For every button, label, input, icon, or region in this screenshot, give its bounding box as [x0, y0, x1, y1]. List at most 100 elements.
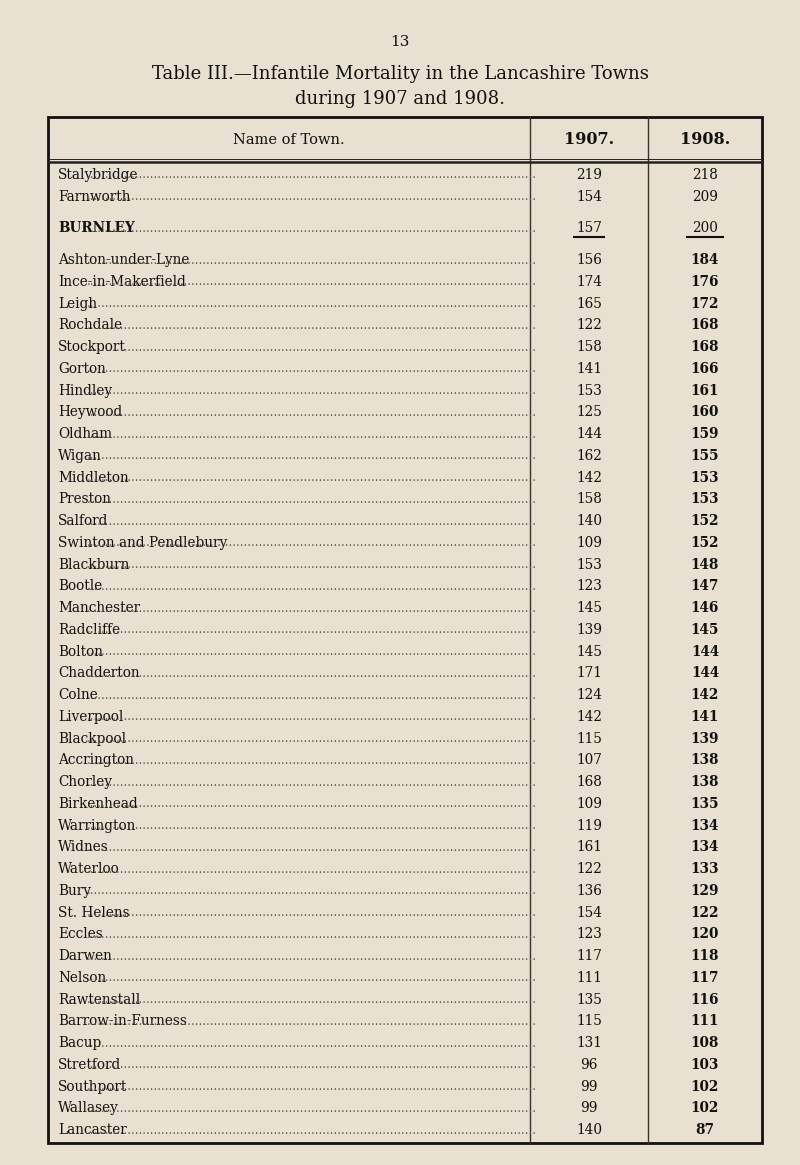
- Text: ................................................................................: ........................................…: [86, 972, 537, 984]
- Text: 136: 136: [576, 884, 602, 898]
- Text: Blackburn: Blackburn: [58, 558, 130, 572]
- Text: Radcliffe: Radcliffe: [58, 623, 120, 637]
- Text: 142: 142: [691, 689, 719, 702]
- Text: Southport: Southport: [58, 1080, 127, 1094]
- Text: ................................................................................: ........................................…: [86, 428, 537, 440]
- Text: 140: 140: [576, 1123, 602, 1137]
- Text: Colne: Colne: [58, 689, 98, 702]
- Text: 153: 153: [690, 493, 719, 507]
- Text: Wigan: Wigan: [58, 449, 102, 463]
- Text: ................................................................................: ........................................…: [86, 754, 537, 767]
- Text: Bolton: Bolton: [58, 644, 103, 658]
- Text: ................................................................................: ........................................…: [86, 362, 537, 375]
- Text: 156: 156: [576, 253, 602, 267]
- Text: 168: 168: [690, 340, 719, 354]
- Text: ................................................................................: ........................................…: [86, 1015, 537, 1028]
- Text: 141: 141: [691, 709, 719, 723]
- Text: 161: 161: [576, 840, 602, 854]
- Text: 200: 200: [692, 221, 718, 235]
- Text: 162: 162: [576, 449, 602, 463]
- Text: 157: 157: [576, 221, 602, 235]
- Text: ................................................................................: ........................................…: [86, 254, 537, 267]
- Text: ................................................................................: ........................................…: [86, 319, 537, 332]
- Text: during 1907 and 1908.: during 1907 and 1908.: [295, 90, 505, 108]
- Text: 174: 174: [576, 275, 602, 289]
- Text: Chadderton: Chadderton: [58, 666, 140, 680]
- Text: 153: 153: [576, 558, 602, 572]
- Text: ................................................................................: ........................................…: [86, 471, 537, 485]
- Text: Stockport: Stockport: [58, 340, 126, 354]
- Text: 152: 152: [690, 536, 719, 550]
- Text: Leigh: Leigh: [58, 297, 97, 311]
- Bar: [48, 116, 762, 1143]
- Text: 134: 134: [691, 819, 719, 833]
- Text: Rochdale: Rochdale: [58, 318, 122, 332]
- Text: ................................................................................: ........................................…: [86, 450, 537, 463]
- Text: Wallasey: Wallasey: [58, 1101, 119, 1115]
- Text: Swinton and Pendlebury: Swinton and Pendlebury: [58, 536, 227, 550]
- Text: 118: 118: [690, 949, 719, 963]
- Text: 99: 99: [580, 1080, 598, 1094]
- Text: ................................................................................: ........................................…: [86, 515, 537, 528]
- Text: 122: 122: [690, 905, 719, 919]
- Text: Heywood: Heywood: [58, 405, 122, 419]
- Text: 166: 166: [690, 362, 719, 376]
- Text: 139: 139: [576, 623, 602, 637]
- Text: ................................................................................: ........................................…: [86, 558, 537, 571]
- Text: 111: 111: [576, 970, 602, 984]
- Text: ................................................................................: ........................................…: [86, 601, 537, 615]
- Text: ................................................................................: ........................................…: [86, 884, 537, 897]
- Text: 119: 119: [576, 819, 602, 833]
- Text: 1907.: 1907.: [564, 130, 614, 148]
- Text: Waterloo: Waterloo: [58, 862, 120, 876]
- Text: 124: 124: [576, 689, 602, 702]
- Text: ................................................................................: ........................................…: [86, 949, 537, 962]
- Text: Barrow-in-Furness: Barrow-in-Furness: [58, 1015, 187, 1029]
- Text: ................................................................................: ........................................…: [86, 275, 537, 289]
- Text: 134: 134: [691, 840, 719, 854]
- Text: 147: 147: [691, 579, 719, 593]
- Text: Liverpool: Liverpool: [58, 709, 123, 723]
- Text: ................................................................................: ........................................…: [86, 776, 537, 789]
- Text: 87: 87: [695, 1123, 714, 1137]
- Text: 115: 115: [576, 1015, 602, 1029]
- Text: ................................................................................: ........................................…: [86, 645, 537, 658]
- Text: Salford: Salford: [58, 514, 108, 528]
- Text: ................................................................................: ........................................…: [86, 1123, 537, 1137]
- Text: 146: 146: [691, 601, 719, 615]
- Text: Oldham: Oldham: [58, 428, 112, 442]
- Text: ................................................................................: ........................................…: [86, 819, 537, 832]
- Text: 120: 120: [691, 927, 719, 941]
- Text: 102: 102: [691, 1101, 719, 1115]
- Text: 141: 141: [576, 362, 602, 376]
- Text: Hindley: Hindley: [58, 383, 112, 397]
- Text: 96: 96: [580, 1058, 598, 1072]
- Text: Stalybridge: Stalybridge: [58, 168, 138, 182]
- Text: 158: 158: [576, 493, 602, 507]
- Text: Lancaster: Lancaster: [58, 1123, 126, 1137]
- Text: 155: 155: [690, 449, 719, 463]
- Text: Rawtenstall: Rawtenstall: [58, 993, 140, 1007]
- Text: 158: 158: [576, 340, 602, 354]
- Text: 161: 161: [690, 383, 719, 397]
- Text: ................................................................................: ........................................…: [86, 666, 537, 680]
- Text: 13: 13: [390, 35, 410, 49]
- Text: ................................................................................: ........................................…: [86, 297, 537, 310]
- Text: 111: 111: [690, 1015, 719, 1029]
- Text: 153: 153: [576, 383, 602, 397]
- Text: 122: 122: [576, 862, 602, 876]
- Text: ................................................................................: ........................................…: [86, 221, 537, 235]
- Text: 209: 209: [692, 190, 718, 204]
- Text: ................................................................................: ........................................…: [86, 190, 537, 203]
- Text: 138: 138: [690, 754, 719, 768]
- Text: 140: 140: [576, 514, 602, 528]
- Text: 144: 144: [576, 428, 602, 442]
- Text: ................................................................................: ........................................…: [86, 711, 537, 723]
- Text: 138: 138: [690, 775, 719, 789]
- Text: Manchester: Manchester: [58, 601, 140, 615]
- Text: ................................................................................: ........................................…: [86, 689, 537, 701]
- Text: Nelson: Nelson: [58, 970, 106, 984]
- Text: 168: 168: [576, 775, 602, 789]
- Text: ................................................................................: ........................................…: [86, 993, 537, 1007]
- Text: Gorton: Gorton: [58, 362, 106, 376]
